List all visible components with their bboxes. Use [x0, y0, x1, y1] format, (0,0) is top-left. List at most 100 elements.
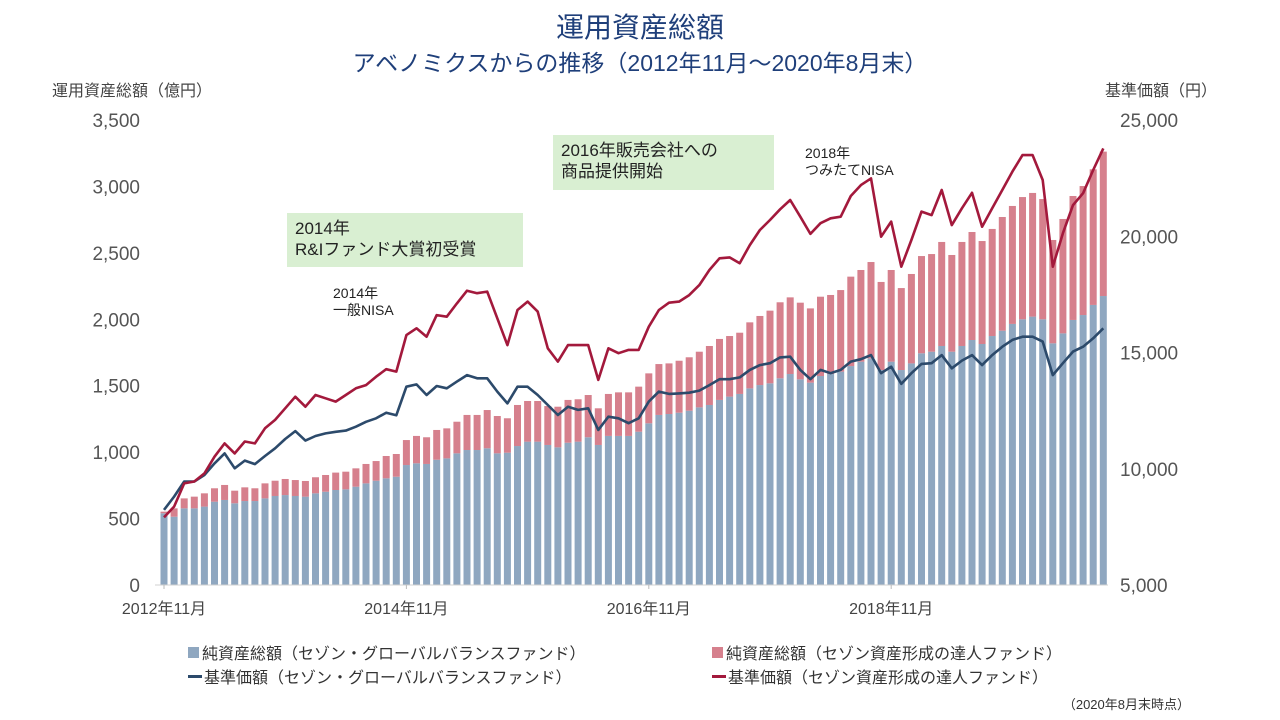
bar-tatsujin-assets: [1069, 195, 1077, 320]
bar-gbf-assets: [928, 351, 936, 585]
y-tick-right: 15,000: [1120, 344, 1178, 365]
bar-tatsujin-assets: [554, 406, 562, 448]
bar-tatsujin-assets: [352, 468, 360, 487]
bar-tatsujin-assets: [1039, 199, 1047, 320]
bar-gbf-assets: [362, 483, 370, 585]
bar-gbf-assets: [827, 374, 835, 585]
bar-gbf-assets: [837, 371, 845, 585]
bar-tatsujin-assets: [645, 373, 653, 424]
bar-gbf-assets: [1008, 323, 1016, 585]
bar-gbf-assets: [1029, 316, 1037, 585]
bar-gbf-assets: [615, 435, 622, 585]
annotation-nisa-2014: 2014年 一般NISA: [333, 285, 394, 319]
bar-tatsujin-assets: [817, 296, 824, 377]
bar-gbf-assets: [817, 376, 824, 585]
bar-tatsujin-assets: [635, 386, 643, 432]
bar-gbf-assets: [776, 378, 784, 585]
bar-gbf-assets: [938, 345, 946, 585]
chart-title: 運用資産総額: [555, 12, 724, 43]
bar-gbf-assets: [503, 452, 511, 585]
bar-tatsujin-assets: [625, 392, 633, 436]
legend-label: 基準価額（セゾン資産形成の達人ファンド）: [728, 670, 1049, 687]
bar-gbf-assets: [897, 370, 905, 585]
bar-tatsujin-assets: [261, 483, 269, 499]
bar-gbf-assets: [322, 491, 330, 585]
bar-gbf-assets: [271, 495, 279, 585]
bar-tatsujin-assets: [726, 336, 734, 397]
annotation-line: 2014年: [295, 219, 350, 238]
bar-gbf-assets: [392, 476, 400, 585]
bar-tatsujin-assets: [746, 322, 754, 389]
bar-gbf-assets: [291, 495, 299, 585]
legend-item-gbf-assets: 純資産総額（セゾン・グローバルバランスファンド）: [188, 640, 586, 664]
bar-tatsujin-assets: [857, 269, 865, 362]
bar-tatsujin-assets: [423, 437, 431, 464]
bar-gbf-assets: [443, 458, 451, 585]
x-tick-label: 2012年11月: [122, 600, 206, 618]
bar-gbf-assets: [261, 498, 269, 585]
bar-tatsujin-assets: [1099, 151, 1107, 297]
annotation-line: 一般NISA: [333, 302, 394, 318]
bar-tatsujin-assets: [1019, 197, 1026, 320]
bar-tatsujin-assets: [847, 276, 855, 367]
bar-gbf-assets: [584, 437, 592, 585]
bar-tatsujin-assets: [392, 454, 400, 477]
bar-tatsujin-assets: [998, 216, 1006, 331]
bar-gbf-assets: [766, 383, 774, 585]
bar-gbf-assets: [867, 358, 875, 585]
bar-tatsujin-assets: [837, 290, 845, 372]
annotation-line: 2014年: [333, 285, 379, 301]
bar-tatsujin-assets: [705, 345, 713, 405]
bar-tatsujin-assets: [342, 471, 350, 490]
legend-label: 基準価額（セゾン・グローバルバランスファンド）: [204, 670, 572, 687]
bar-tatsujin-assets: [190, 496, 198, 509]
legend-item-gbf-nav: 基準価額（セゾン・グローバルバランスファンド）: [188, 664, 572, 688]
bar-gbf-assets: [998, 330, 1006, 585]
bar-gbf-assets: [786, 374, 794, 585]
bar-tatsujin-assets: [887, 269, 895, 362]
legend-swatch: [188, 674, 202, 678]
annotation-line: R&Iファンド大賞初受賞: [295, 240, 477, 259]
bar-gbf-assets: [1069, 319, 1077, 585]
bar-tatsujin-assets: [716, 338, 723, 400]
bar-gbf-assets: [312, 493, 319, 585]
y-tick-left: 2,500: [92, 244, 140, 265]
bar-gbf-assets: [847, 366, 855, 585]
bar-tatsujin-assets: [514, 404, 521, 447]
bar-tatsujin-assets: [877, 281, 885, 371]
bar-gbf-assets: [342, 489, 350, 585]
bar-gbf-assets: [1079, 315, 1087, 585]
y-axis-right-label: 基準価額（円）: [1105, 83, 1218, 100]
annotation-distributor-2016: 2016年販売会社への 商品提供開始: [553, 135, 774, 190]
y-tick-left: 0: [129, 576, 140, 597]
bar-gbf-assets: [716, 399, 723, 585]
legend-swatch: [712, 674, 726, 678]
bar-tatsujin-assets: [402, 440, 410, 466]
bar-tatsujin-assets: [443, 428, 451, 459]
bar-tatsujin-assets: [281, 478, 289, 496]
bar-tatsujin-assets: [736, 332, 744, 394]
bar-tatsujin-assets: [180, 498, 188, 509]
bar-gbf-assets: [726, 396, 734, 585]
bar-tatsujin-assets: [1049, 239, 1057, 344]
y-tick-left: 3,500: [92, 111, 140, 132]
bar-tatsujin-assets: [938, 241, 946, 346]
line-tatsujin-nav: [163, 147, 1105, 519]
x-tick-label: 2016年11月: [607, 600, 691, 618]
bar-tatsujin-assets: [988, 228, 996, 337]
bar-tatsujin-assets: [463, 414, 471, 451]
bar-tatsujin-assets: [1008, 205, 1016, 324]
y-tick-left: 1,500: [92, 377, 140, 398]
y-tick-right: 10,000: [1120, 460, 1178, 481]
bar-gbf-assets: [907, 363, 915, 585]
bar-tatsujin-assets: [160, 511, 168, 514]
bar-gbf-assets: [402, 465, 410, 585]
bar-tatsujin-assets: [483, 410, 491, 449]
bar-gbf-assets: [200, 506, 208, 585]
bar-tatsujin-assets: [806, 308, 814, 383]
legend-item-tatsujin-assets: 純資産総額（セゾン資産形成の達人ファンド）: [712, 640, 1062, 664]
bar-gbf-assets: [948, 351, 956, 585]
bar-gbf-assets: [352, 486, 360, 585]
bar-tatsujin-assets: [665, 363, 673, 415]
bar-gbf-assets: [796, 379, 804, 585]
